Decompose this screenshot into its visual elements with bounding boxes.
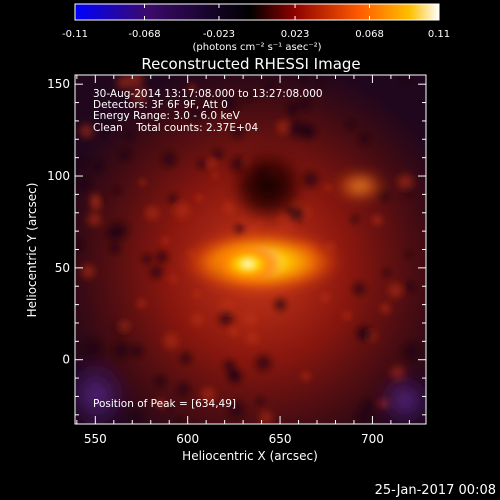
heatmap-image [75, 75, 426, 424]
colorbar-tick-label: -0.023 [203, 29, 235, 40]
y-axis-label: Heliocentric Y (arcsec) [25, 183, 39, 318]
colorbar: -0.11 -0.068 -0.023 0.023 0.068 0.11 (photons… [62, 3, 450, 53]
y-tick-label: 0 [62, 353, 70, 367]
annotation-energy: Energy Range: 3.0 - 6.0 keV [93, 110, 241, 122]
peak-position-label: Position of Peak = [634,49] [93, 398, 236, 410]
annotation-time: 30-Aug-2014 13:17:08.000 to 13:27:08.000 [93, 88, 323, 100]
colorbar-tick-label: -0.068 [128, 29, 160, 40]
y-axis: 0 50 100 150 [47, 77, 426, 416]
x-axis: 550 600 650 700 [76, 75, 410, 446]
colorbar-gradient [74, 3, 440, 21]
purple-region [75, 355, 131, 424]
dark-core [230, 150, 306, 222]
x-tick-label: 650 [269, 432, 292, 446]
x-axis-label: Heliocentric X (arcsec) [182, 449, 318, 463]
y-tick-label: 50 [55, 261, 70, 275]
colorbar-tick-label: -0.11 [62, 29, 88, 40]
colorbar-ticks: -0.11 -0.068 -0.023 0.023 0.068 0.11 [62, 4, 450, 40]
annotation-counts: Clean Total counts: 2.37E+04 [93, 122, 258, 134]
x-tick-label: 700 [361, 432, 384, 446]
y-tick-label: 100 [47, 169, 70, 183]
colorbar-tick-label: 0.023 [281, 29, 310, 40]
footer-date: 25-Jan-2017 00:08 [375, 483, 496, 498]
chart-title: Reconstructed RHESSI Image [141, 55, 360, 73]
y-tick-label: 150 [47, 77, 70, 91]
x-tick-label: 600 [176, 432, 199, 446]
x-tick-label: 550 [84, 432, 107, 446]
annotation-detectors: Detectors: 3F 6F 9F, Att 0 [93, 99, 228, 111]
peak-emission [214, 244, 282, 284]
colorbar-tick-label: 0.068 [355, 29, 384, 40]
colorbar-tick-label: 0.11 [428, 29, 450, 40]
colorbar-units-label: (photons cm⁻² s⁻¹ asec⁻²) [192, 42, 321, 53]
annotation-block: 30-Aug-2014 13:17:08.000 to 13:27:08.000… [93, 88, 323, 134]
side-emission [334, 170, 386, 202]
